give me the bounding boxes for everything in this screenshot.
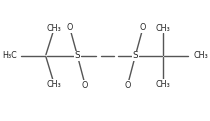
Text: CH₃: CH₃ — [156, 24, 171, 33]
Text: S: S — [133, 51, 138, 60]
Text: CH₃: CH₃ — [193, 51, 208, 60]
Text: CH₃: CH₃ — [47, 24, 62, 33]
Text: CH₃: CH₃ — [47, 80, 62, 89]
Text: O: O — [67, 23, 73, 32]
Text: H₃C: H₃C — [2, 51, 17, 60]
Text: O: O — [82, 80, 88, 90]
Text: CH₃: CH₃ — [156, 80, 171, 89]
Text: S: S — [75, 51, 80, 60]
Text: O: O — [140, 23, 146, 32]
Text: O: O — [124, 80, 131, 90]
